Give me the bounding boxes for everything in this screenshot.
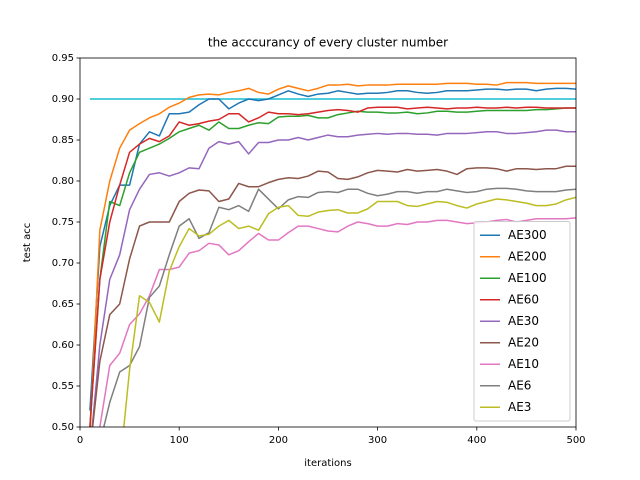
legend-label: AE6 bbox=[508, 378, 531, 392]
x-tick-label: 300 bbox=[368, 435, 387, 446]
y-tick-label: 0.80 bbox=[52, 176, 74, 187]
y-tick-label: 0.95 bbox=[52, 53, 74, 64]
y-tick-label: 0.75 bbox=[52, 217, 74, 228]
x-tick-label: 100 bbox=[170, 435, 189, 446]
y-tick-label: 0.50 bbox=[52, 422, 74, 433]
legend-label: AE200 bbox=[508, 249, 547, 263]
plot-area bbox=[89, 81, 576, 427]
x-tick-label: 0 bbox=[77, 435, 83, 446]
legend-box bbox=[473, 221, 571, 422]
y-tick-label: 0.60 bbox=[52, 340, 74, 351]
legend-label: AE300 bbox=[508, 228, 547, 242]
x-tick-label: 200 bbox=[269, 435, 288, 446]
chart-title: the acccurancy of every cluster number bbox=[208, 36, 448, 50]
plot-frame bbox=[79, 57, 577, 428]
legend-label: AE60 bbox=[508, 292, 539, 306]
legend-label: AE30 bbox=[508, 314, 539, 328]
series-line bbox=[89, 107, 576, 427]
x-axis-label: iterations bbox=[304, 458, 351, 469]
y-tick-label: 0.90 bbox=[52, 94, 74, 105]
y-tick-label: 0.70 bbox=[52, 258, 74, 269]
y-tick-label: 0.55 bbox=[52, 381, 74, 392]
series-line bbox=[89, 81, 576, 427]
series-line bbox=[123, 196, 576, 427]
y-tick-label: 0.65 bbox=[52, 299, 74, 310]
series-line bbox=[91, 129, 576, 427]
legend-label: AE20 bbox=[508, 335, 539, 349]
series-line bbox=[99, 217, 576, 427]
series-line bbox=[89, 106, 576, 427]
y-tick-label: 0.85 bbox=[52, 135, 74, 146]
x-tick-label: 500 bbox=[566, 435, 585, 446]
x-tick-label: 400 bbox=[467, 435, 486, 446]
series-line bbox=[91, 165, 576, 427]
series-line bbox=[103, 187, 576, 427]
legend-label: AE100 bbox=[508, 271, 547, 285]
legend-label: AE10 bbox=[508, 357, 539, 371]
series-line bbox=[89, 87, 576, 411]
legend-label: AE3 bbox=[508, 400, 531, 414]
y-axis-label: test acc bbox=[22, 223, 33, 263]
